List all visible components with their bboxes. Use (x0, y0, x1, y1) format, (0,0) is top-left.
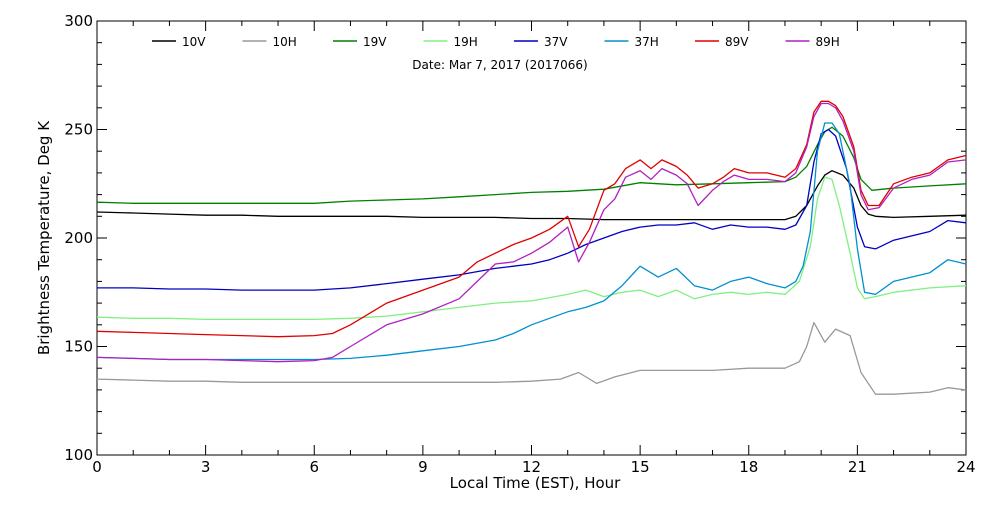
series-layer (96, 100, 967, 395)
legend-label-89v: 89V (725, 35, 749, 49)
legend-label-37h: 37H (635, 35, 659, 49)
y-tick-label: 200 (64, 229, 93, 247)
x-tick-label: 15 (631, 458, 650, 476)
legend-label-10h: 10H (273, 35, 297, 49)
series-line-37v (97, 128, 967, 291)
y-tick-label: 250 (64, 121, 93, 139)
series-line-37h (96, 122, 967, 361)
x-tick-label: 24 (956, 458, 975, 476)
x-tick-label: 18 (739, 458, 758, 476)
legend-label-10v: 10V (182, 35, 206, 49)
legend-label-19v: 19V (363, 35, 387, 49)
ticks-layer: 0 3 6 9 12 15 18 21 24 100 150 200 250 300 (64, 12, 975, 476)
x-tick-label: 6 (309, 458, 319, 476)
series-line-10h (96, 321, 967, 395)
legend-label-19h: 19H (454, 35, 478, 49)
y-tick-label: 100 (64, 446, 93, 464)
y-tick-label: 300 (64, 12, 93, 30)
x-axis-label: Local Time (EST), Hour (450, 474, 621, 492)
x-tick-label: 0 (92, 458, 102, 476)
series-line-89h (96, 102, 967, 363)
x-tick-label: 3 (201, 458, 211, 476)
x-tick-label: 21 (848, 458, 867, 476)
legend-label-37v: 37V (544, 35, 568, 49)
x-tick-label: 9 (418, 458, 428, 476)
y-axis-label: Brightness Temperature, Deg K (35, 120, 53, 355)
series-line-10v (96, 170, 967, 221)
legend-label-89h: 89H (816, 35, 840, 49)
annotation-date: Date: Mar 7, 2017 (2017066) (412, 58, 587, 72)
legend: 10V 10H 19V 19H 37V 37H 89V 89H (152, 35, 840, 49)
x-tick-label: 12 (522, 458, 541, 476)
y-tick-label: 150 (64, 338, 93, 356)
series-line-89v (96, 100, 967, 338)
series-line-19h (96, 176, 967, 321)
series-line-19v (96, 126, 967, 204)
